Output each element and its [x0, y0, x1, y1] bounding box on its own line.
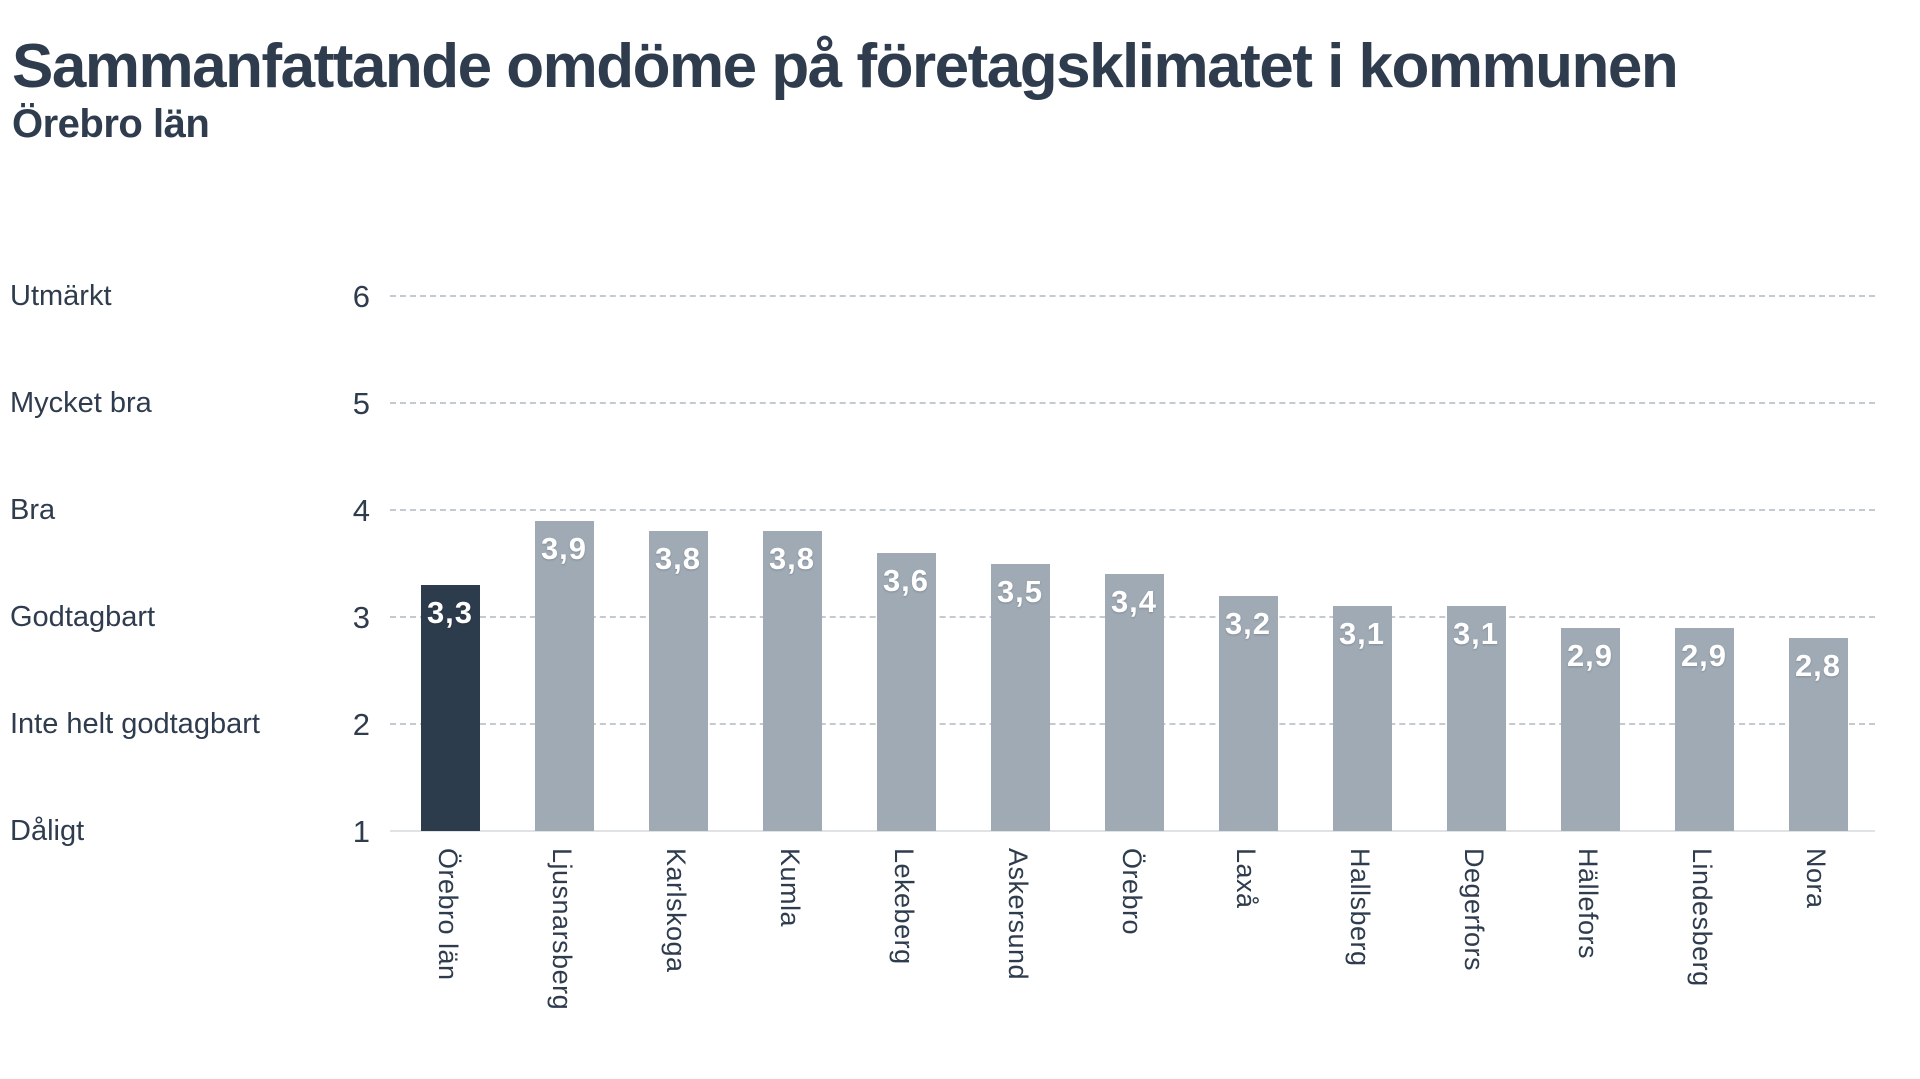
bar-value-label: 2,9: [1566, 637, 1614, 673]
bar: 3,8: [648, 531, 708, 831]
y-axis-tick-number: 5: [352, 386, 370, 421]
bar: 3,1: [1332, 606, 1392, 831]
x-axis-category-label: Karlskoga: [661, 848, 691, 973]
y-axis-tick-name: Mycket bra: [10, 387, 152, 419]
bar: 3,2: [1218, 595, 1278, 831]
x-axis-category-label: Hällefors: [1573, 848, 1603, 960]
bar: 3,5: [990, 563, 1050, 831]
bar: 3,4: [1104, 574, 1164, 831]
y-axis-tick-number: 4: [352, 493, 370, 528]
bar: 3,9: [534, 520, 594, 831]
bar-value-label: 2,8: [1794, 648, 1842, 684]
bar-value-label: 3,9: [540, 530, 588, 566]
bar: 3,6: [876, 552, 936, 831]
bar: 2,9: [1674, 627, 1734, 831]
x-axis-category-label: Ljusnarsberg: [547, 848, 577, 1011]
y-axis-tick-name: Utmärkt: [10, 280, 112, 312]
bar-value-label: 3,4: [1110, 584, 1158, 620]
y-axis-tick-name: Godtagbart: [10, 601, 156, 633]
x-axis-category-label: Laxå: [1231, 848, 1261, 909]
bar: 3,8: [762, 531, 822, 831]
x-axis-category-label: Nora: [1801, 848, 1831, 909]
bar: 2,9: [1560, 627, 1620, 831]
bar-value-label: 2,9: [1680, 637, 1728, 673]
gridline: [390, 509, 1875, 511]
bar-highlighted: 3,3: [420, 584, 480, 831]
bar-value-label: 3,3: [426, 594, 474, 630]
y-axis-tick-number: 1: [352, 814, 370, 849]
x-axis-category-label: Hallsberg: [1345, 848, 1375, 967]
y-axis-tick-name: Dåligt: [10, 815, 85, 847]
x-axis-category-label: Askersund: [1003, 848, 1033, 981]
bar-value-label: 3,6: [882, 562, 930, 598]
x-axis-category-label: Degerfors: [1459, 848, 1489, 972]
gridline: [390, 295, 1875, 297]
chart-subtitle: Örebro län: [12, 102, 210, 146]
gridline: [390, 402, 1875, 404]
bar-value-label: 3,5: [996, 573, 1044, 609]
bar-value-label: 3,2: [1224, 605, 1272, 641]
bar-value-label: 3,8: [768, 541, 816, 577]
x-axis-category-label: Lindesberg: [1687, 848, 1717, 987]
y-axis-tick-name: Bra: [10, 494, 56, 526]
bar-value-label: 3,8: [654, 541, 702, 577]
x-axis-category-label: Kumla: [775, 848, 805, 928]
x-axis-baseline: [390, 830, 1875, 832]
x-axis-category-label: Örebro: [1117, 848, 1147, 936]
chart-header: Sammanfattande omdöme på företagsklimate…: [12, 32, 1679, 146]
x-axis-category-label: Lekeberg: [889, 848, 919, 965]
bar: 3,1: [1446, 606, 1506, 831]
y-axis-tick-number: 3: [352, 600, 370, 635]
bar-value-label: 3,1: [1338, 616, 1386, 652]
y-axis-tick-number: 6: [352, 279, 370, 314]
bar-value-label: 3,1: [1452, 616, 1500, 652]
y-axis-tick-name: Inte helt godtagbart: [10, 708, 260, 740]
chart-title: Sammanfattande omdöme på företagsklimate…: [12, 32, 1679, 101]
x-axis-category-label: Örebro län: [433, 848, 463, 981]
bar: 2,8: [1788, 638, 1848, 831]
y-axis-tick-number: 2: [352, 707, 370, 742]
